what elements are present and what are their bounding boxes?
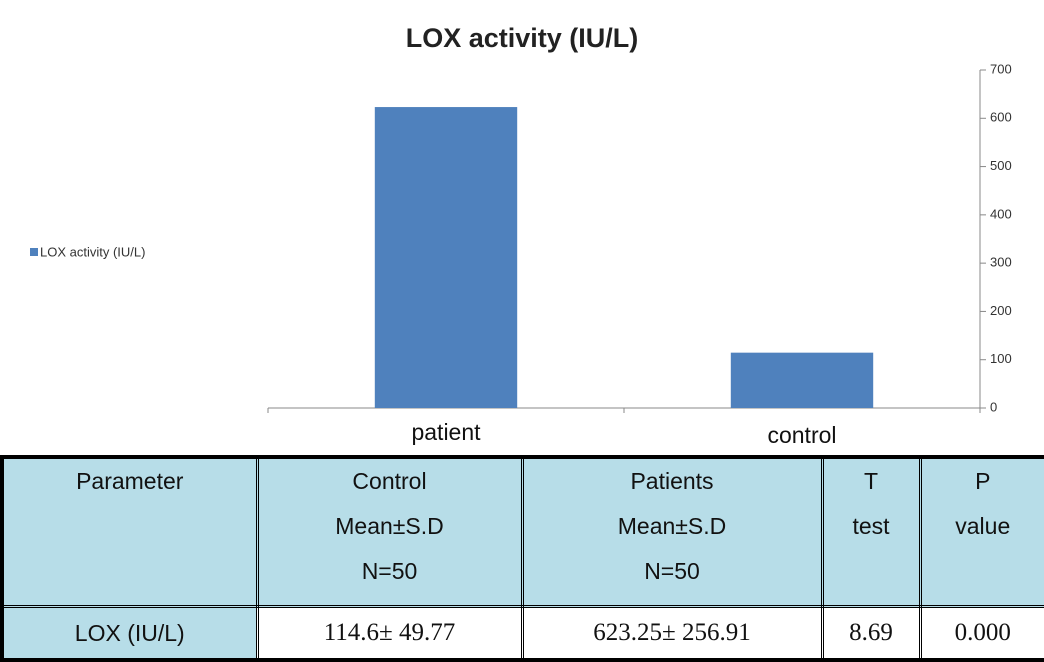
header-text: Patients: [630, 468, 714, 494]
header-cell: Control Mean±S.D N=50: [255, 455, 524, 608]
y-tick-label: 400: [990, 206, 1012, 221]
header-cell: Parameter: [0, 455, 259, 608]
header-text: P: [975, 468, 991, 494]
y-tick-label: 700: [990, 61, 1012, 76]
table-cell: 8.69: [820, 605, 922, 662]
header-text: T: [863, 468, 879, 494]
header-text: N=50: [644, 558, 700, 584]
header-row: Parameter Control Mean±S.D N=50 Patients Mean…: [0, 455, 1044, 608]
header-text: Control: [352, 468, 427, 494]
data-table: Parameter Control Mean±S.D N=50 Patients Mean…: [0, 455, 1044, 662]
x-tick-label: control: [767, 422, 836, 448]
header-text: value: [955, 513, 1011, 539]
bar: [730, 352, 874, 408]
header-text: Mean±S.D: [617, 513, 727, 539]
table-cell: 0.000: [918, 605, 1044, 662]
legend-label: LOX activity (IU/L): [40, 244, 145, 259]
x-tick-label: patient: [411, 419, 481, 445]
table-cell: LOX (IU/L): [0, 605, 259, 662]
header-text: N=50: [361, 558, 418, 584]
data-row: LOX (IU/L) 114.6± 49.77 623.25± 256.91 8.69…: [0, 605, 1044, 662]
y-tick-label: 500: [990, 158, 1012, 173]
header-text: test: [852, 513, 890, 539]
table-cell: 623.25± 256.91: [520, 605, 824, 662]
header-text: Mean±S.D: [335, 513, 444, 539]
y-tick-label: 600: [990, 110, 1012, 125]
chart-title: LOX activity (IU/L): [406, 23, 639, 53]
chart: LOX activity (IU/L) 0 100 200 300 400 500 600 7…: [30, 23, 1012, 448]
bar: [374, 107, 518, 408]
y-tick-label: 100: [990, 351, 1012, 366]
header-cell: Patients Mean±S.D N=50: [520, 455, 824, 608]
table-cell: 114.6± 49.77: [255, 605, 524, 662]
y-tick-label: 300: [990, 255, 1012, 270]
header-text: Parameter: [76, 468, 184, 494]
y-tick-label: 200: [990, 303, 1012, 318]
y-tick-label: 0: [990, 399, 997, 414]
legend-swatch: [30, 248, 38, 256]
